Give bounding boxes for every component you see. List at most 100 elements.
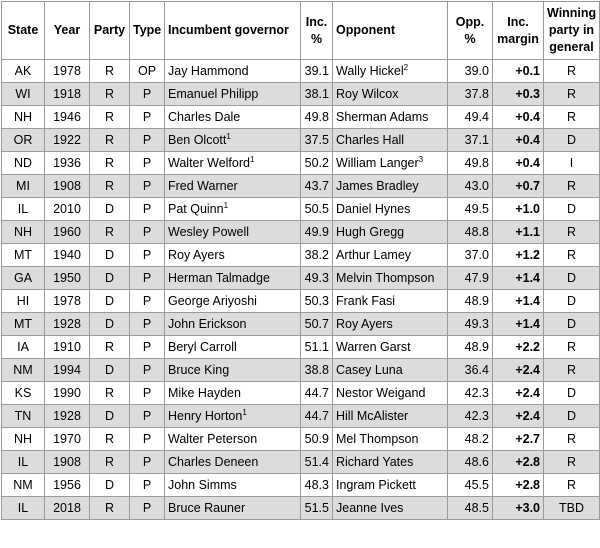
cell-opponent-text: Jeanne Ives — [336, 501, 404, 515]
cell-opponent: Richard Yates — [332, 450, 448, 474]
cell-margin-text: +0.4 — [515, 110, 540, 124]
cell-type-text: P — [142, 156, 152, 170]
cell-opponent-text: Ingram Pickett — [336, 478, 416, 492]
cell-state: OR — [1, 128, 45, 152]
cell-inc-pct: 48.3 — [300, 473, 333, 497]
header-incumbent: Incumbent governor — [164, 1, 301, 60]
table-row: GA 1950 D P Herman Talmadge 49.3 Melvin Thomps… — [1, 266, 600, 290]
cell-state: NH — [1, 220, 45, 244]
cell-opponent: Casey Luna — [332, 358, 448, 382]
cell-inc-pct: 51.5 — [300, 496, 333, 520]
cell-opp-pct: 45.5 — [447, 473, 493, 497]
cell-opponent: Roy Wilcox — [332, 82, 448, 106]
cell-winning-party: R — [543, 59, 600, 83]
cell-incumbent-text: Beryl Carroll — [168, 340, 237, 354]
cell-winning-party-text: D — [566, 386, 577, 400]
table-row: AK 1978 R OP Jay Hammond 39.1 Wally Hickel2 39.… — [1, 59, 600, 83]
cell-year: 1922 — [44, 128, 90, 152]
cell-party: D — [89, 473, 130, 497]
cell-opponent: Ingram Pickett — [332, 473, 448, 497]
cell-inc-pct-text: 43.7 — [304, 179, 329, 193]
footnote-marker: 1 — [223, 200, 229, 210]
cell-incumbent-text: Bruce King — [168, 363, 230, 377]
cell-opponent-text: James Bradley — [336, 179, 419, 193]
cell-opp-pct-text: 48.6 — [464, 455, 489, 469]
cell-opponent: Daniel Hynes — [332, 197, 448, 221]
cell-year: 2018 — [44, 496, 90, 520]
cell-incumbent: Ben Olcott1 — [164, 128, 301, 152]
cell-incumbent-text: Bruce Rauner — [168, 501, 246, 515]
cell-incumbent-text: Pat Quinn — [168, 202, 224, 216]
cell-incumbent: John Simms — [164, 473, 301, 497]
cell-opponent: Mel Thompson — [332, 427, 448, 451]
cell-type: P — [129, 473, 165, 497]
cell-state: IL — [1, 450, 45, 474]
cell-state-text: MI — [16, 179, 30, 193]
cell-incumbent: Emanuel Philipp — [164, 82, 301, 106]
cell-year: 1978 — [44, 59, 90, 83]
cell-margin: +1.4 — [492, 312, 544, 336]
cell-opp-pct: 48.8 — [447, 220, 493, 244]
cell-incumbent-text: Walter Welford — [168, 156, 250, 170]
cell-winning-party-text: R — [566, 248, 577, 262]
cell-margin-text: +2.7 — [515, 432, 540, 446]
cell-margin: +1.2 — [492, 243, 544, 267]
cell-inc-pct: 50.7 — [300, 312, 333, 336]
cell-opp-pct: 49.4 — [447, 105, 493, 129]
cell-type-text: P — [142, 294, 152, 308]
cell-margin-text: +0.4 — [515, 156, 540, 170]
cell-inc-pct-text: 50.9 — [304, 432, 329, 446]
cell-opp-pct: 49.8 — [447, 151, 493, 175]
cell-type-text: P — [142, 340, 152, 354]
cell-inc-pct-text: 50.2 — [304, 156, 329, 170]
cell-incumbent: Walter Peterson — [164, 427, 301, 451]
cell-party: R — [89, 427, 130, 451]
cell-opp-pct: 36.4 — [447, 358, 493, 382]
cell-inc-pct: 51.4 — [300, 450, 333, 474]
footnote-marker: 1 — [249, 154, 255, 164]
cell-state-text: OR — [13, 133, 33, 147]
cell-margin: +2.7 — [492, 427, 544, 451]
cell-margin-text: +0.4 — [515, 133, 540, 147]
cell-margin: +1.1 — [492, 220, 544, 244]
cell-inc-pct: 50.5 — [300, 197, 333, 221]
cell-opp-pct-text: 48.8 — [464, 225, 489, 239]
cell-type-text: P — [142, 409, 152, 423]
table-row: OR 1922 R P Ben Olcott1 37.5 Charles Hall 37.1 +… — [1, 128, 600, 152]
cell-margin-text: +1.4 — [515, 317, 540, 331]
cell-state-text: NH — [13, 225, 33, 239]
cell-year: 2010 — [44, 197, 90, 221]
cell-type: P — [129, 220, 165, 244]
cell-incumbent: Charles Deneen — [164, 450, 301, 474]
cell-incumbent: Bruce King — [164, 358, 301, 382]
cell-opp-pct-text: 47.9 — [464, 271, 489, 285]
cell-state-text: HI — [16, 294, 30, 308]
cell-party-text: R — [104, 110, 115, 124]
cell-incumbent: Wesley Powell — [164, 220, 301, 244]
cell-state: NH — [1, 105, 45, 129]
cell-inc-pct-text: 49.3 — [304, 271, 329, 285]
cell-incumbent-text: Roy Ayers — [168, 248, 225, 262]
cell-opponent-text: Mel Thompson — [336, 432, 419, 446]
cell-winning-party-text: R — [566, 340, 577, 354]
cell-margin: +1.4 — [492, 266, 544, 290]
cell-incumbent: Charles Dale — [164, 105, 301, 129]
cell-year-text: 1978 — [53, 64, 81, 78]
cell-winning-party-text: R — [566, 455, 577, 469]
header-opp-pct: Opp. % — [447, 1, 493, 60]
table-row: ND 1936 R P Walter Welford1 50.2 William Lange… — [1, 151, 600, 175]
cell-inc-pct-text: 49.8 — [304, 110, 329, 124]
cell-year-text: 1960 — [53, 225, 81, 239]
cell-year-text: 1908 — [53, 455, 81, 469]
cell-type: P — [129, 427, 165, 451]
cell-opponent: Arthur Lamey — [332, 243, 448, 267]
cell-winning-party-text: R — [566, 87, 577, 101]
cell-party: R — [89, 450, 130, 474]
cell-opp-pct-text: 49.5 — [464, 202, 489, 216]
cell-winning-party-text: R — [566, 478, 577, 492]
cell-margin-text: +0.3 — [515, 87, 540, 101]
table-row: TN 1928 D P Henry Horton1 44.7 Hill McAlister 4… — [1, 404, 600, 428]
cell-inc-pct-text: 51.4 — [304, 455, 329, 469]
cell-winning-party-text: R — [566, 179, 577, 193]
cell-margin: +2.4 — [492, 381, 544, 405]
